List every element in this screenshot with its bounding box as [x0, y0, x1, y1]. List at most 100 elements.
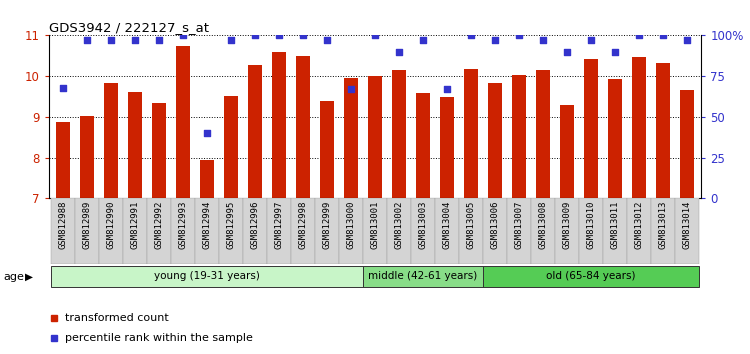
Point [153, 38, 165, 43]
Bar [128, 92, 142, 198]
Text: GSM812996: GSM812996 [251, 200, 260, 249]
Bar [176, 46, 190, 198]
Bar [627, 198, 651, 264]
Bar [291, 198, 315, 264]
Point [201, 130, 213, 136]
Text: GSM812988: GSM812988 [58, 200, 68, 249]
Point [537, 38, 549, 43]
Bar [440, 97, 454, 198]
Point [513, 33, 525, 38]
Bar [152, 103, 166, 198]
Bar [104, 84, 118, 198]
Point [585, 38, 597, 43]
Bar [680, 90, 694, 198]
Text: GSM812992: GSM812992 [154, 200, 164, 249]
Point [633, 33, 645, 38]
Bar [464, 69, 478, 198]
Text: GSM812991: GSM812991 [130, 200, 140, 249]
Text: GSM812995: GSM812995 [226, 200, 236, 249]
Bar [512, 75, 526, 198]
Point [105, 38, 117, 43]
Point [249, 33, 261, 38]
Point [489, 38, 501, 43]
Bar [248, 65, 262, 198]
Bar [608, 79, 622, 198]
Bar [459, 198, 483, 264]
Text: GSM813001: GSM813001 [370, 200, 380, 249]
Bar [363, 198, 387, 264]
Bar [315, 198, 339, 264]
Text: GSM812993: GSM812993 [178, 200, 188, 249]
Bar [483, 198, 507, 264]
Text: age: age [4, 272, 25, 282]
Text: GSM813005: GSM813005 [466, 200, 476, 249]
Point [225, 38, 237, 43]
Bar [272, 52, 286, 198]
Text: GSM813009: GSM813009 [562, 200, 572, 249]
Text: GSM812997: GSM812997 [274, 200, 284, 249]
Bar [584, 59, 598, 198]
Bar [435, 198, 459, 264]
Bar [99, 198, 123, 264]
Point [81, 38, 93, 43]
Point [681, 38, 693, 43]
Bar [507, 198, 531, 264]
Bar [488, 84, 502, 198]
Text: GSM812990: GSM812990 [106, 200, 116, 249]
Point [369, 33, 381, 38]
Point [345, 86, 357, 92]
Text: GDS3942 / 222127_s_at: GDS3942 / 222127_s_at [49, 21, 209, 34]
Bar [555, 198, 579, 264]
Bar [243, 198, 267, 264]
Point [297, 33, 309, 38]
Text: percentile rank within the sample: percentile rank within the sample [65, 333, 253, 343]
Bar [51, 266, 363, 287]
Bar [416, 93, 430, 198]
Text: middle (42-61 years): middle (42-61 years) [368, 271, 478, 281]
Bar [411, 198, 435, 264]
Point [177, 33, 189, 38]
Text: GSM812999: GSM812999 [322, 200, 332, 249]
Point [561, 49, 573, 55]
Bar [80, 116, 94, 198]
Point [393, 49, 405, 55]
Bar [483, 266, 699, 287]
Bar [344, 78, 358, 198]
Bar [675, 198, 699, 264]
Bar [531, 198, 555, 264]
Bar [368, 76, 382, 198]
Bar [651, 198, 675, 264]
Text: ▶: ▶ [25, 272, 33, 282]
Point [273, 33, 285, 38]
Bar [632, 57, 646, 198]
Bar [200, 160, 214, 198]
Point [321, 38, 333, 43]
Text: GSM813014: GSM813014 [682, 200, 692, 249]
Point [129, 38, 141, 43]
Bar [195, 198, 219, 264]
Text: GSM813008: GSM813008 [538, 200, 548, 249]
Bar [560, 104, 574, 198]
Text: GSM813010: GSM813010 [586, 200, 596, 249]
Bar [387, 198, 411, 264]
Text: GSM813003: GSM813003 [419, 200, 428, 249]
Bar [224, 96, 238, 198]
Bar [56, 122, 70, 198]
Point [657, 33, 669, 38]
Bar [656, 63, 670, 198]
Bar [579, 198, 603, 264]
Text: GSM813004: GSM813004 [442, 200, 452, 249]
Text: transformed count: transformed count [65, 313, 169, 323]
Bar [363, 266, 483, 287]
Bar [75, 198, 99, 264]
Text: GSM813011: GSM813011 [610, 200, 620, 249]
Bar [536, 70, 550, 198]
Bar [147, 198, 171, 264]
Text: GSM813013: GSM813013 [658, 200, 668, 249]
Text: GSM813006: GSM813006 [490, 200, 500, 249]
Text: GSM813002: GSM813002 [394, 200, 404, 249]
Bar [392, 70, 406, 198]
Bar [603, 198, 627, 264]
Bar [320, 101, 334, 198]
Text: GSM813000: GSM813000 [346, 200, 355, 249]
